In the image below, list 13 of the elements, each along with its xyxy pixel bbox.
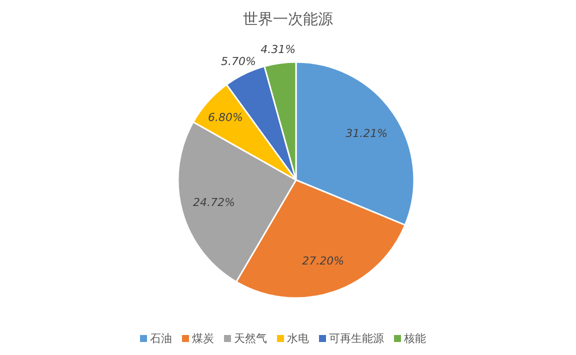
- data-label: 31.21%: [346, 126, 388, 140]
- legend-label: 核能: [403, 332, 426, 345]
- data-label: 4.31%: [260, 43, 296, 56]
- legend-label: 水电: [287, 332, 309, 345]
- data-label: 6.80%: [208, 111, 243, 124]
- data-label: 5.70%: [221, 55, 256, 68]
- legend-label: 天然气: [234, 332, 267, 345]
- data-label: 27.20%: [302, 254, 344, 268]
- data-label: 24.72%: [192, 196, 235, 210]
- legend-label: 可再生能源: [329, 332, 384, 345]
- legend-label: 石油: [150, 332, 172, 345]
- chart-title: 世界一次能源: [243, 10, 333, 28]
- legend-label: 煤炭: [192, 332, 214, 345]
